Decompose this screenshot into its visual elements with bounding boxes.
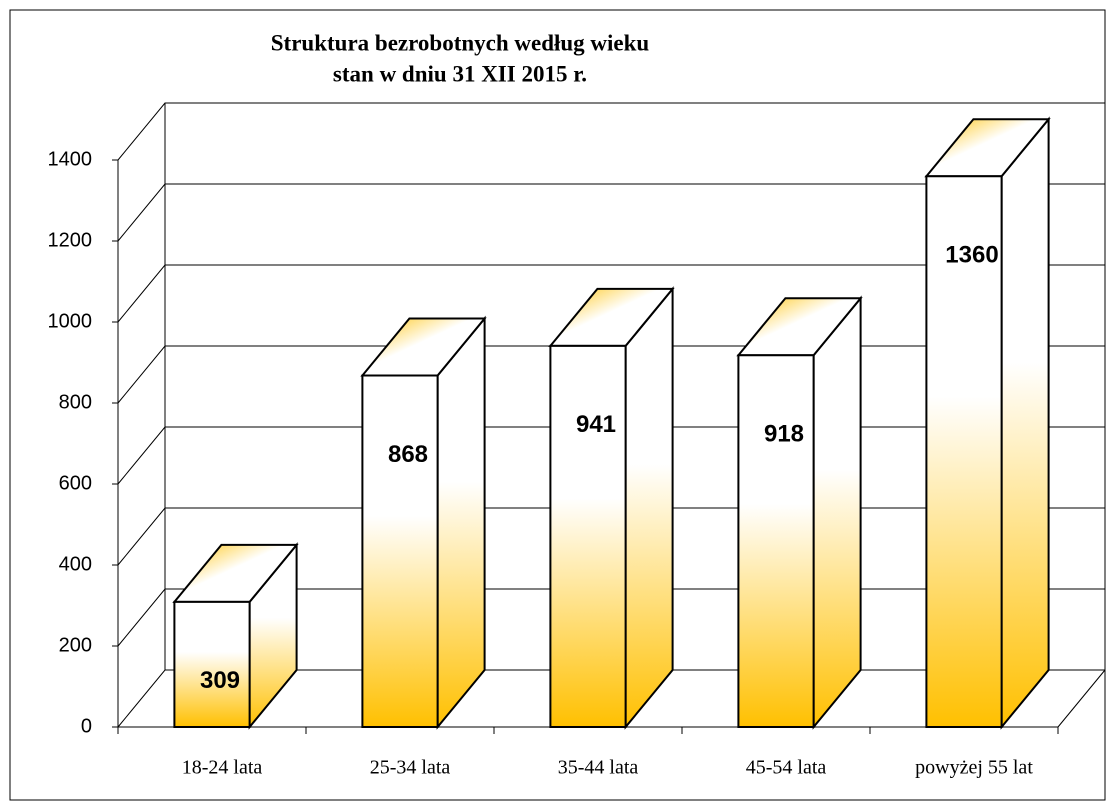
grid-line (117, 102, 1105, 161)
grid-line (117, 264, 1105, 323)
y-tick-label: 0 (81, 715, 92, 737)
x-tick-label: powyżej 55 lat (915, 757, 1033, 779)
bar (360, 315, 487, 730)
bar-front (361, 374, 439, 728)
bar-front (925, 175, 1003, 728)
bar (172, 542, 299, 730)
floor-edge (1057, 669, 1106, 728)
bar-side (624, 286, 674, 730)
x-tick-label: 18-24 lata (182, 757, 263, 779)
y-tick-label: 1000 (48, 310, 93, 332)
bar-side (812, 295, 862, 730)
value-label: 309 (200, 667, 240, 694)
bar (924, 116, 1051, 730)
y-tick-label: 1400 (48, 148, 93, 170)
grid-line (117, 183, 1105, 242)
bar-front (737, 354, 815, 728)
value-label: 1360 (945, 242, 998, 269)
bar-side (1000, 116, 1050, 730)
x-tick-label: 45-54 lata (746, 757, 827, 779)
bar (548, 286, 675, 730)
y-tick-label: 600 (59, 472, 92, 494)
bar (736, 295, 863, 730)
y-tick-label: 1200 (48, 229, 93, 251)
y-tick-label: 200 (59, 634, 92, 656)
bar-front (549, 344, 627, 728)
x-tick-label: 25-34 lata (370, 757, 451, 779)
bar-front (173, 600, 251, 728)
value-label: 868 (388, 441, 428, 468)
y-tick-label: 400 (59, 553, 92, 575)
bar-side (436, 315, 486, 730)
chart-subtitle: stan w dniu 31 XII 2015 r. (333, 61, 587, 86)
y-tick-label: 800 (59, 391, 92, 413)
value-label: 941 (576, 411, 616, 438)
x-tick-label: 35-44 lata (558, 757, 639, 779)
value-label: 918 (764, 421, 804, 448)
chart-title: Struktura bezrobotnych według wieku (271, 30, 650, 55)
